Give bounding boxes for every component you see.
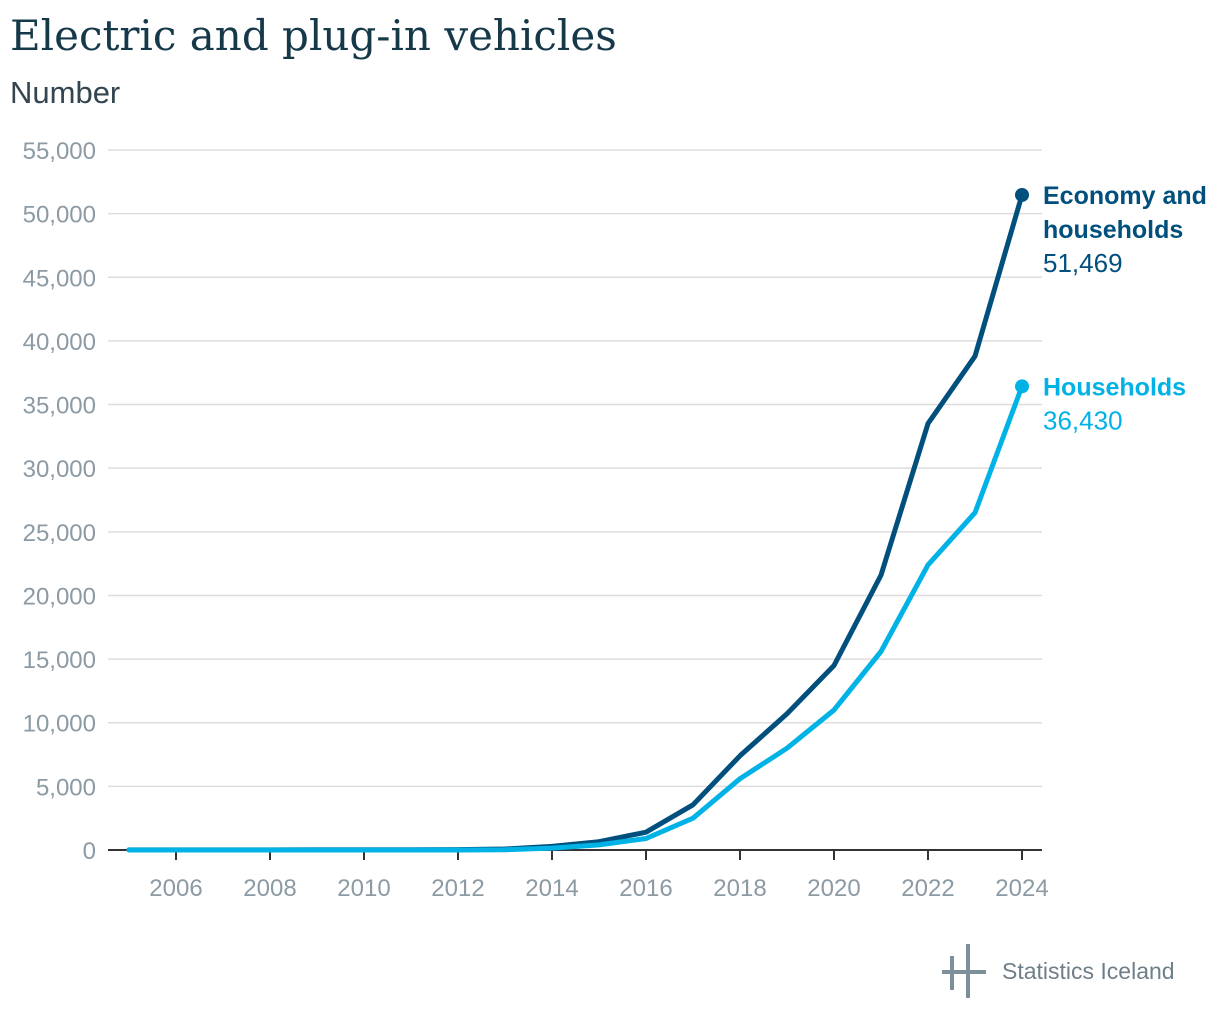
series-label-households: Households — [1043, 373, 1186, 401]
statistics-iceland-logo-icon — [942, 944, 986, 998]
series-line-households — [126, 383, 1025, 853]
series-line-economy-and-households — [126, 192, 1025, 853]
series-label-economy-and-households: households — [1043, 216, 1183, 244]
y-tick-label: 45,000 — [23, 265, 96, 292]
y-tick-label: 0 — [83, 838, 96, 865]
series-end-point-economy-and-households — [1015, 187, 1029, 202]
y-tick-label: 20,000 — [23, 583, 96, 610]
y-tick-label: 10,000 — [23, 711, 96, 738]
y-tick-label: 50,000 — [23, 202, 96, 229]
y-tick-label: 30,000 — [23, 456, 96, 483]
y-tick-label: 55,000 — [23, 138, 96, 165]
x-tick-label: 2018 — [713, 875, 766, 902]
gridlines — [108, 149, 1042, 788]
x-tick-label: 2006 — [149, 875, 202, 902]
x-tick-label: 2022 — [901, 875, 954, 902]
statistics-iceland-logo: Statistics Iceland — [942, 944, 1175, 998]
statistics-iceland-wordmark: Statistics Iceland — [1002, 957, 1175, 984]
series-end-value-households: 36,430 — [1043, 405, 1123, 435]
x-tick-label: 2020 — [807, 875, 860, 902]
x-tick-label: 2012 — [431, 875, 484, 902]
x-tick-label: 2024 — [995, 875, 1048, 902]
y-tick-label: 40,000 — [23, 329, 96, 356]
series-lines — [126, 187, 1029, 853]
chart-title: Electric and plug-in vehicles — [10, 11, 617, 60]
x-tick-label: 2016 — [619, 875, 672, 902]
series-end-value-economy-and-households: 51,469 — [1043, 248, 1123, 278]
chart-subtitle: Number — [10, 75, 121, 110]
y-tick-label: 25,000 — [23, 520, 96, 547]
axes: 0 5,000 10,000 15,000 20,000 25,000 30,000 35,0… — [23, 138, 1049, 902]
series-end-point-households — [1015, 379, 1029, 394]
y-tick-label: 15,000 — [23, 647, 96, 674]
x-tick-label: 2008 — [243, 875, 296, 902]
series-labels: Economy and households 51,469 Households 36,… — [1043, 182, 1207, 435]
y-tick-label: 35,000 — [23, 393, 96, 420]
series-label-economy-and-households: Economy and — [1043, 182, 1207, 210]
y-tick-label: 5,000 — [36, 774, 96, 801]
x-tick-label: 2014 — [525, 875, 578, 902]
line-chart: 0 5,000 10,000 15,000 20,000 25,000 30,000 35,0… — [23, 138, 1207, 902]
x-tick-label: 2010 — [337, 875, 390, 902]
